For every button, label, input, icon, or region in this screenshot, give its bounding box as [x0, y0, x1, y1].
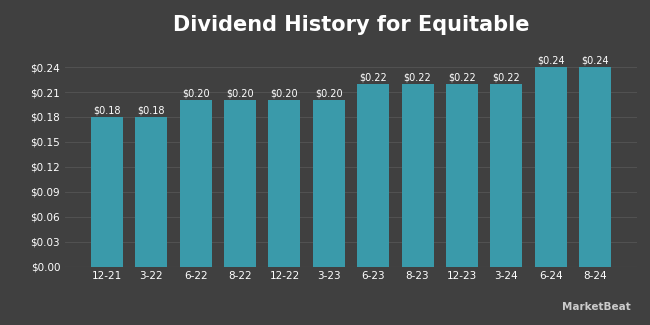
Text: $0.18: $0.18 [93, 105, 121, 115]
Bar [402, 84, 434, 266]
Text: $0.22: $0.22 [493, 72, 520, 82]
Text: $0.22: $0.22 [404, 72, 432, 82]
Bar [268, 100, 300, 266]
Text: $0.24: $0.24 [581, 56, 609, 66]
Text: $0.20: $0.20 [226, 89, 254, 99]
Bar [180, 100, 212, 266]
Text: $0.20: $0.20 [315, 89, 343, 99]
Text: $0.20: $0.20 [182, 89, 209, 99]
Bar [579, 67, 611, 266]
Bar [91, 117, 123, 266]
Bar [313, 100, 344, 266]
Bar [135, 117, 167, 266]
Bar [446, 84, 478, 266]
Text: $0.22: $0.22 [448, 72, 476, 82]
Text: $0.18: $0.18 [138, 105, 165, 115]
Bar [535, 67, 567, 266]
Bar [490, 84, 522, 266]
Text: MarketBeat: MarketBeat [562, 302, 630, 312]
Text: $0.22: $0.22 [359, 72, 387, 82]
Title: Dividend History for Equitable: Dividend History for Equitable [173, 15, 529, 35]
Bar [224, 100, 256, 266]
Bar [358, 84, 389, 266]
Text: $0.20: $0.20 [270, 89, 298, 99]
Text: $0.24: $0.24 [537, 56, 564, 66]
